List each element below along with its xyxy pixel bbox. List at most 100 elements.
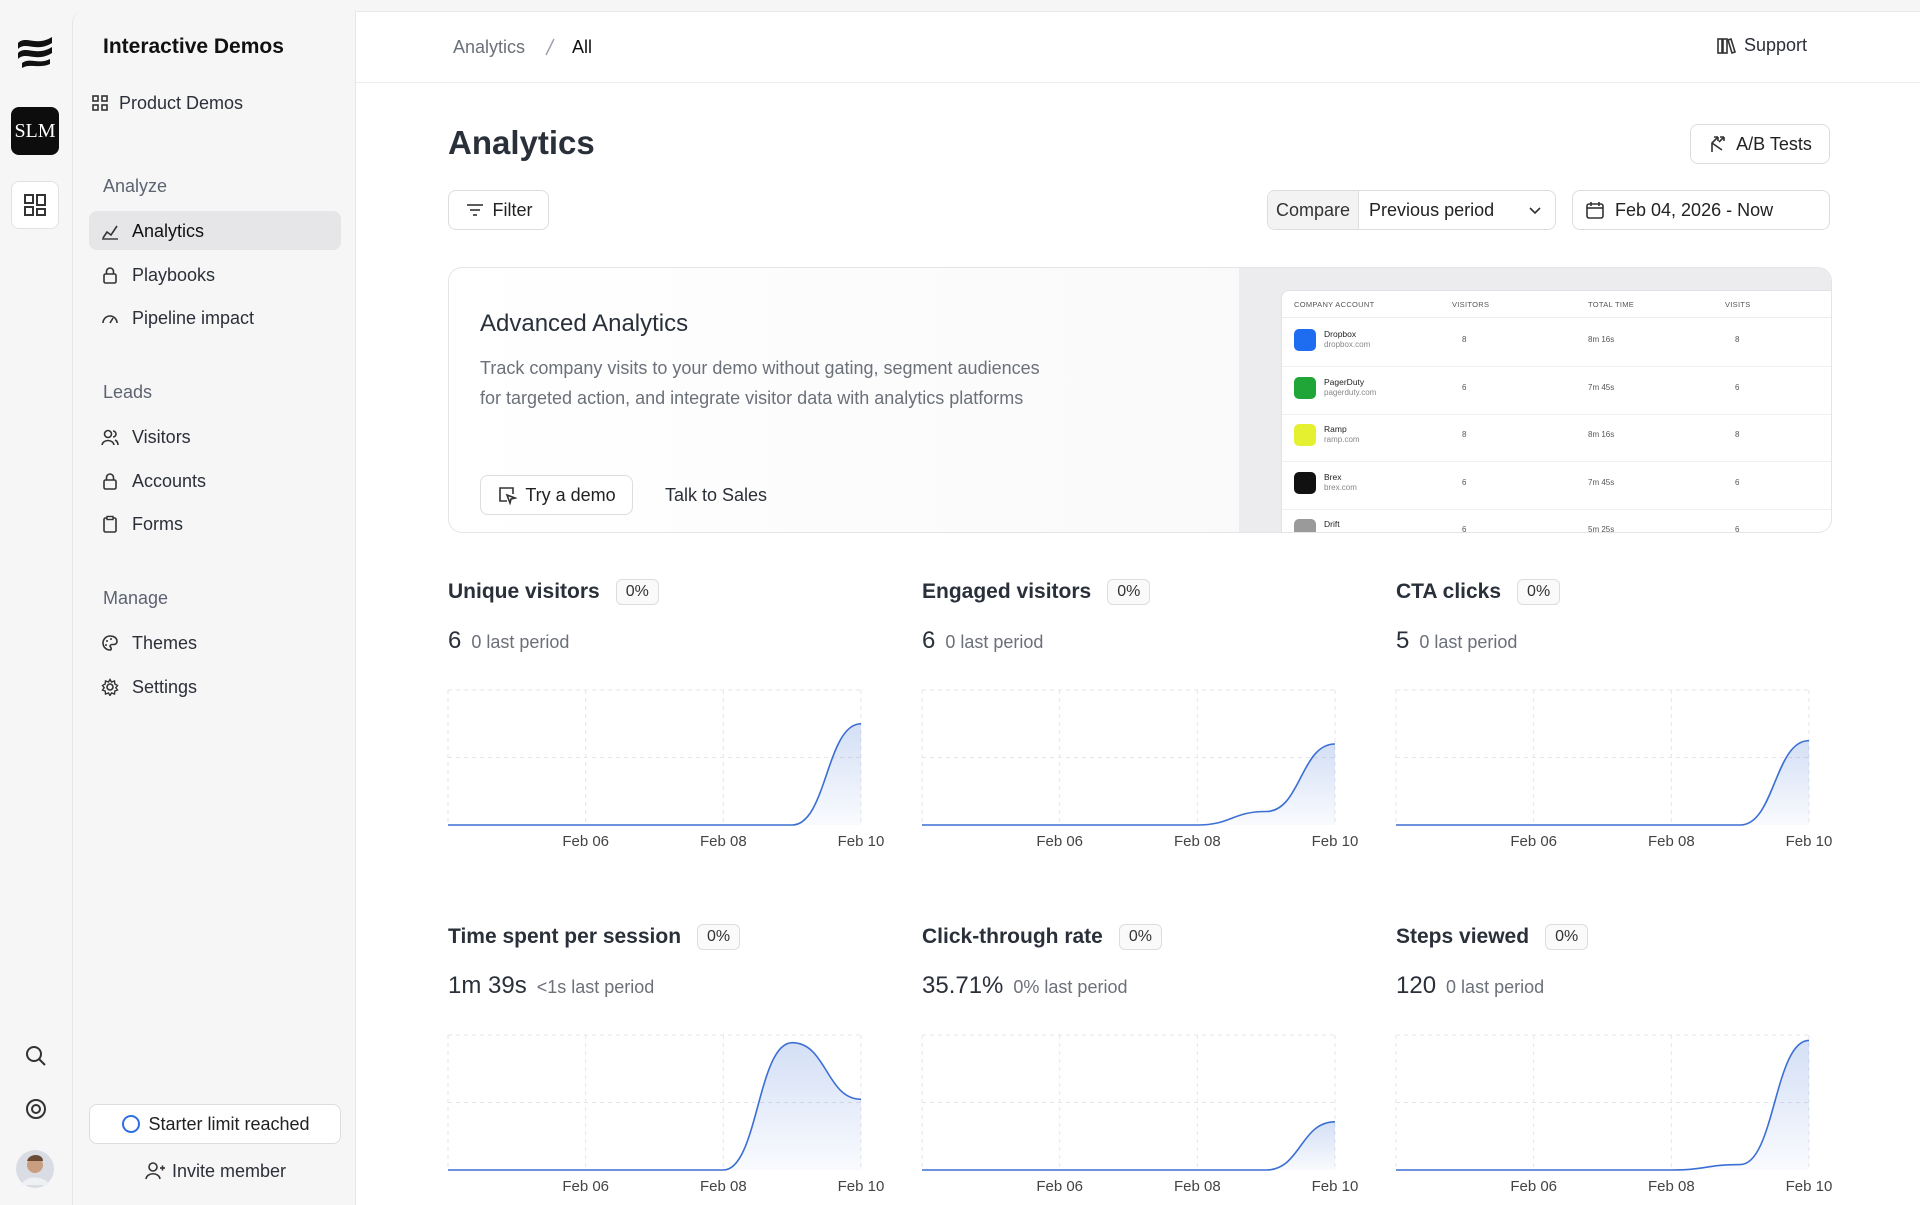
preview-column-header: VISITORS (1452, 300, 1490, 309)
metric-change: 0% (1517, 579, 1561, 605)
preview-cell: 8m 16s (1588, 430, 1615, 439)
metric-value: 1m 39s (448, 972, 527, 999)
line (448, 1041, 862, 1171)
area (922, 1121, 1335, 1170)
x-tick-label: Feb 08 (1648, 833, 1695, 850)
metric-previous: 0 last period (1419, 632, 1518, 652)
x-tick-label: Feb 10 (1312, 1178, 1359, 1195)
breadcrumb-item[interactable]: Analytics (453, 37, 526, 57)
row-divider (1282, 461, 1831, 462)
metric-title: Time spent per session (448, 925, 682, 948)
x-tick-label: Feb 06 (1510, 833, 1557, 850)
row-divider (1282, 413, 1831, 415)
limit-label: Starter limit reached (148, 1113, 310, 1134)
metric-value-row: 120 0 last period (1396, 972, 1544, 1000)
support-link[interactable]: Support (1716, 35, 1807, 56)
logo (18, 37, 52, 68)
apps-icon (24, 194, 46, 216)
nav-label: Themes (132, 633, 198, 653)
invite-button[interactable]: Invite member (89, 1156, 341, 1186)
talk-to-sales-button[interactable]: Talk to Sales (665, 485, 768, 505)
preview-cell: 6 (1462, 477, 1467, 487)
nav-item[interactable]: Settings (89, 667, 341, 706)
metric-chart: Feb 06 Feb 08 Feb 10 (1395, 689, 1832, 850)
line (922, 1120, 1336, 1171)
compare-select[interactable]: Compare Previous period (1267, 190, 1556, 230)
search-icon[interactable] (24, 1044, 48, 1068)
metric-value-row: 6 0 last period (448, 627, 569, 655)
compare-value: Previous period (1369, 199, 1495, 220)
nav-icon (92, 95, 108, 111)
metric-chart: Feb 06 Feb 08 Feb 10 (447, 1034, 885, 1195)
preview-cell: 5m 25s (1588, 525, 1615, 533)
metric-header: Time spent per session 0% (448, 924, 741, 950)
x-tick-label: Feb 08 (700, 833, 747, 850)
nav-item[interactable]: Visitors (89, 417, 341, 456)
ab-tests-button[interactable]: A/B Tests (1690, 124, 1830, 164)
description-line: for targeted action, and integrate visit… (480, 388, 1024, 408)
date-range-label: Feb 04, 2026 - Now (1615, 199, 1774, 220)
nav-icon (101, 429, 119, 446)
row-divider (1282, 366, 1831, 367)
company-domain: ramp.com (1324, 435, 1360, 444)
metric-title: Unique visitors (448, 580, 600, 603)
cursor-icon (499, 487, 518, 505)
nav-item[interactable]: Accounts (89, 461, 341, 500)
x-tick-label: Feb 08 (1174, 833, 1221, 850)
nav-label: Playbooks (132, 264, 216, 285)
nav-item[interactable]: Forms (89, 504, 341, 543)
nav-icon (102, 315, 118, 324)
promo-banner: Advanced Analytics Track company visits … (448, 267, 1832, 533)
invite-label: Invite member (171, 1160, 287, 1181)
company-name: PagerDuty (1324, 376, 1365, 387)
preview-cell: 8 (1462, 335, 1467, 344)
area (448, 723, 861, 825)
company-logo (1294, 424, 1316, 446)
company-name: Brex (1324, 471, 1342, 482)
x-tick-label: Feb 10 (838, 1178, 885, 1195)
company-logo (1294, 376, 1316, 399)
preview-cell: 8 (1462, 430, 1467, 439)
nav-item[interactable]: Pipeline impact (89, 298, 341, 337)
metric-header: Steps viewed 0% (1396, 924, 1589, 950)
nav-item[interactable]: Analytics (89, 211, 341, 250)
preview-cell: 7m 45s (1588, 382, 1615, 392)
date-range-picker[interactable]: Feb 04, 2026 - Now (1572, 190, 1830, 230)
metric-header: Engaged visitors 0% (922, 579, 1151, 605)
preview-divider (1282, 317, 1831, 318)
limit-button[interactable]: Starter limit reached (89, 1104, 341, 1144)
metric-change: 0% (1545, 924, 1589, 950)
nav-label: Analytics (132, 221, 205, 241)
nav-icon (103, 266, 117, 284)
filter-icon (466, 204, 483, 216)
icon-rail: SLM (0, 11, 72, 1205)
metric-chart: Feb 06 Feb 08 Feb 10 (921, 1034, 1359, 1195)
line (922, 743, 1336, 826)
metric-value-row: 35.71% 0% last period (922, 972, 1127, 1000)
company-domain: pagerduty.com (1324, 387, 1377, 397)
metric-value-row: 1m 39s <1s last period (448, 972, 654, 1000)
nav-label: Pipeline impact (132, 308, 255, 328)
nav-item[interactable]: Product Demos (85, 89, 345, 117)
preview-cell: 6 (1462, 525, 1467, 533)
try-demo-button[interactable]: Try a demo (480, 475, 633, 515)
company-logo (1294, 519, 1316, 532)
description-line: Track company visits to your demo withou… (480, 358, 1040, 378)
help-icon[interactable] (24, 1097, 48, 1121)
nav-label: Accounts (132, 470, 207, 491)
nav-item[interactable]: Themes (89, 623, 341, 662)
chevron-icon (1529, 207, 1541, 215)
metric-chart: Feb 06 Feb 08 Feb 10 (1395, 1034, 1832, 1195)
filter-button[interactable]: Filter (448, 190, 549, 230)
metric-value: 120 (1396, 972, 1437, 999)
nav-section-heading: Analyze (103, 176, 168, 196)
metric-title: Steps viewed (1396, 925, 1530, 948)
avatar[interactable] (15, 1149, 55, 1189)
ab-icon (1711, 136, 1725, 152)
apps-button[interactable] (11, 181, 59, 229)
metric-title: CTA clicks (1396, 580, 1502, 603)
try-demo-label: Try a demo (525, 484, 616, 505)
workspace-badge[interactable]: SLM (11, 107, 59, 155)
nav-item[interactable]: Playbooks (89, 255, 341, 294)
calendar-icon (1586, 202, 1604, 219)
